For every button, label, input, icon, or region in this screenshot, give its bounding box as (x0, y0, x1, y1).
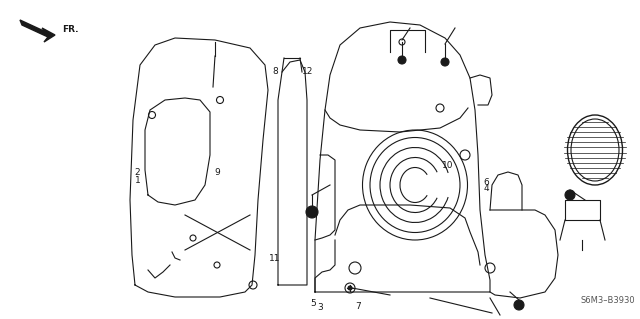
Circle shape (441, 58, 449, 66)
Text: 11: 11 (269, 254, 281, 263)
Text: 4: 4 (484, 184, 489, 193)
Text: 10: 10 (442, 161, 454, 170)
Text: 9: 9 (215, 168, 220, 177)
Circle shape (565, 190, 575, 200)
Text: FR.: FR. (62, 26, 79, 34)
Circle shape (306, 206, 318, 218)
Text: S6M3–B3930: S6M3–B3930 (580, 296, 635, 305)
Text: 3: 3 (317, 303, 323, 312)
Text: 7: 7 (356, 302, 361, 311)
Circle shape (398, 56, 406, 64)
Text: 2: 2 (135, 168, 140, 177)
Polygon shape (20, 20, 55, 42)
Text: 1: 1 (135, 176, 140, 185)
Text: 6: 6 (484, 178, 489, 187)
Text: 12: 12 (301, 67, 313, 76)
Text: 5: 5 (311, 299, 316, 308)
Text: 8: 8 (273, 67, 278, 76)
Circle shape (514, 300, 524, 310)
Circle shape (348, 286, 352, 290)
